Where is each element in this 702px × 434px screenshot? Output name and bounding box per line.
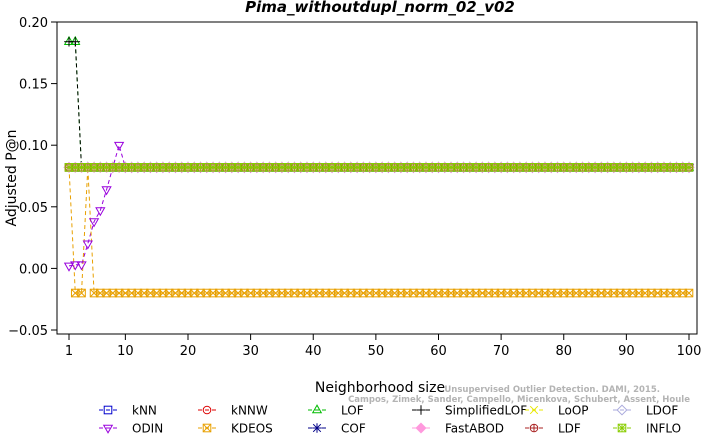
data-point-odin	[95, 207, 106, 217]
legend-swatch-marker	[312, 423, 322, 433]
x-tick-label: 70	[493, 344, 510, 359]
x-tick-label: 100	[677, 344, 702, 359]
plot-frame	[56, 21, 698, 335]
data-point-simplifiedlof	[70, 36, 81, 47]
x-tick-label: 1	[65, 344, 73, 359]
data-point-odin	[88, 218, 100, 228]
legend-label: kNNW	[231, 404, 268, 418]
legend-swatch-marker	[416, 405, 426, 415]
data-point-odin	[101, 186, 112, 196]
legend-label: LDOF	[646, 404, 678, 418]
legend-item-fastabod: FastABOD	[412, 422, 504, 434]
y-tick-label: 0.15	[19, 78, 48, 93]
data-point-odin	[76, 261, 87, 271]
data-point-inflo	[315, 163, 324, 172]
x-axis-label: Neighborhood size	[315, 380, 445, 396]
legend-swatch-marker	[415, 422, 427, 434]
data-point-inflo	[653, 163, 662, 172]
legend-label: FastABOD	[445, 422, 504, 434]
legend-label: LOF	[341, 404, 364, 418]
x-tick-label: 10	[117, 344, 134, 359]
legend-item-cof: COF	[308, 422, 366, 434]
legend-swatch-marker	[202, 423, 212, 433]
legend-item-kdeos: KDEOS	[198, 422, 273, 434]
legend-item-odin: ODIN	[99, 422, 163, 434]
data-point-odin	[113, 141, 125, 152]
legend-item-inflo: INFLO	[613, 422, 681, 434]
data-point-kdeos	[684, 288, 694, 298]
y-tick-label: 0.00	[19, 262, 48, 277]
legend-item-knnw: kNNW	[198, 404, 268, 418]
legend-label: kNN	[132, 404, 157, 418]
x-tick-label: 40	[305, 344, 322, 359]
x-axis: 1 10 20 30 40 50 60 70 80 90 100	[65, 334, 702, 359]
series-line-kdeos	[68, 167, 689, 294]
data-point-odin	[63, 262, 75, 272]
legend-swatch-marker	[103, 405, 113, 415]
legend-swatch-marker	[529, 423, 539, 433]
x-tick-label: 30	[242, 344, 259, 359]
y-axis-label: Adjusted P@n	[4, 129, 20, 226]
legend-swatch-marker	[616, 404, 628, 416]
x-tick-label: 20	[180, 344, 197, 359]
legend-item-ldf: LDF	[525, 422, 581, 434]
legend-label: COF	[341, 422, 366, 434]
data-point-kdeos	[77, 288, 86, 298]
legend-swatch-marker	[102, 424, 114, 434]
y-tick-label: 0.05	[19, 201, 48, 216]
x-tick-label: 90	[618, 344, 635, 359]
x-tick-label: 50	[368, 344, 385, 359]
data-point-odin	[70, 261, 81, 271]
watermark-line-1: Unsupervised Outlier Detection. DAMI, 20…	[444, 385, 660, 395]
data-point-odin	[82, 240, 93, 250]
legend-label: KDEOS	[231, 422, 273, 434]
y-axis: −0.05 0.00 0.05 0.10 0.15 0.20	[8, 16, 57, 339]
legend-item-simplifiedlof: SimplifiedLOF	[412, 404, 527, 418]
legend-swatch-marker	[311, 404, 323, 414]
legend-label: INFLO	[646, 422, 681, 434]
watermark-line-2: Campos, Zimek, Sander, Campello, Micenko…	[348, 395, 690, 405]
y-tick-label: 0.20	[19, 16, 48, 31]
legend: kNN kNNW LOF SimplifiedLOF LoOP LDOF ODIN KDEOS…	[99, 404, 681, 434]
chart-title: Pima_withoutdupl_norm_02_v02	[245, 0, 515, 16]
legend-swatch-marker	[202, 405, 212, 415]
legend-item-loop: LoOP	[525, 404, 589, 418]
series-markers	[63, 35, 695, 298]
data-point-inflo	[684, 163, 694, 172]
legend-item-ldof: LDOF	[613, 404, 678, 418]
y-tick-label: 0.10	[19, 139, 48, 154]
legend-label: LoOP	[558, 404, 589, 418]
legend-label: LDF	[558, 422, 581, 434]
legend-item-lof: LOF	[308, 404, 364, 418]
x-tick-label: 80	[555, 344, 572, 359]
legend-label: SimplifiedLOF	[445, 404, 527, 418]
legend-swatch-marker	[529, 405, 539, 415]
x-tick-label: 60	[430, 344, 447, 359]
legend-item-knn: kNN	[99, 404, 157, 418]
y-tick-label: −0.05	[8, 324, 48, 339]
legend-swatch-marker	[617, 423, 627, 433]
legend-label: ODIN	[132, 422, 163, 434]
